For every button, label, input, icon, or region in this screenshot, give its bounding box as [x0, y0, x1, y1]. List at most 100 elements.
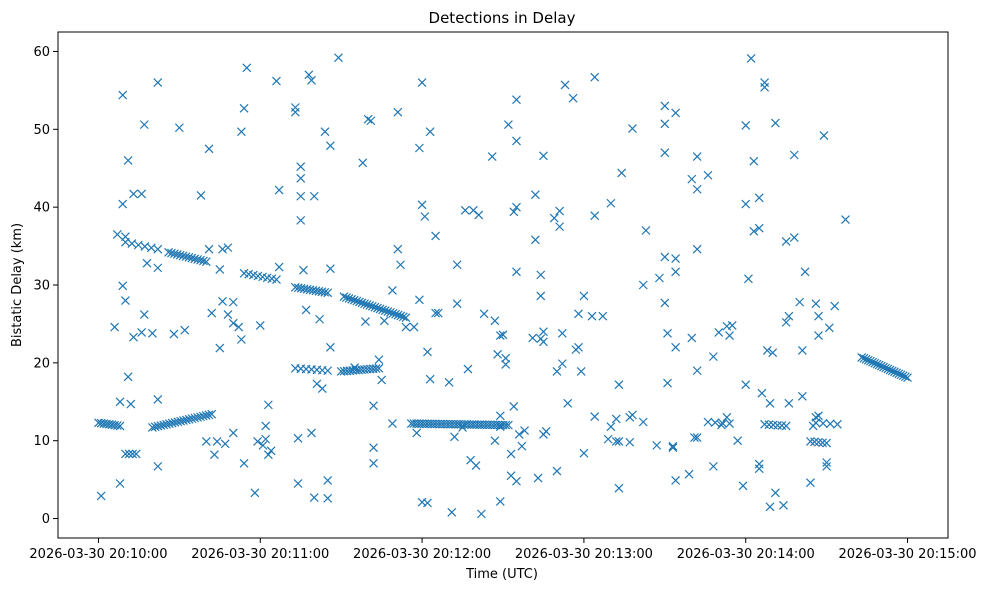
detection-marker	[754, 223, 764, 233]
detection-marker	[870, 358, 880, 368]
marker-stroke	[290, 107, 300, 117]
marker-stroke	[223, 243, 233, 253]
detection-marker	[184, 414, 194, 424]
marker-stroke	[892, 368, 902, 378]
marker-stroke	[552, 466, 562, 476]
detection-marker	[652, 440, 662, 450]
marker-stroke	[495, 411, 505, 421]
detection-marker	[660, 298, 670, 308]
detection-marker	[818, 438, 828, 448]
detection-marker	[414, 295, 424, 305]
detection-marker	[671, 108, 681, 118]
marker-stroke	[236, 127, 246, 137]
detection-marker	[120, 232, 130, 242]
detection-marker	[471, 461, 481, 471]
marker-stroke	[347, 294, 357, 304]
detection-marker	[412, 428, 422, 438]
marker-stroke	[215, 343, 225, 353]
marker-stroke	[236, 335, 246, 344]
marker-stroke	[660, 101, 670, 111]
y-ticks: 0 10 20 30 40 50 60	[33, 45, 58, 527]
detection-marker	[603, 434, 613, 444]
marker-stroke	[574, 309, 583, 319]
detection-marker	[533, 473, 543, 483]
detection-marker	[366, 116, 376, 126]
detection-marker	[614, 483, 624, 493]
detection-marker	[692, 433, 702, 443]
marker-stroke	[204, 410, 214, 420]
marker-stroke	[749, 226, 759, 236]
detection-marker	[692, 244, 702, 254]
detection-marker	[501, 359, 511, 369]
marker-stroke	[795, 297, 805, 307]
marker-stroke	[768, 420, 778, 430]
marker-stroke	[557, 359, 567, 369]
marker-stroke	[479, 309, 489, 319]
marker-stroke	[881, 363, 891, 373]
detection-marker	[126, 399, 136, 409]
marker-stroke	[204, 144, 214, 154]
detection-marker	[819, 131, 829, 140]
detection-marker	[307, 75, 316, 85]
detection-marker	[307, 428, 316, 438]
detection-marker	[129, 189, 138, 199]
marker-stroke	[374, 363, 384, 373]
detection-marker	[263, 400, 273, 410]
marker-stroke	[207, 409, 217, 419]
detection-marker	[606, 422, 616, 432]
marker-stroke	[781, 421, 791, 431]
detection-marker	[868, 357, 878, 367]
marker-stroke	[357, 298, 367, 308]
marker-stroke	[814, 331, 823, 341]
detection-marker	[179, 416, 188, 425]
detection-marker	[293, 433, 303, 443]
marker-stroke	[810, 437, 819, 447]
detection-marker	[274, 262, 284, 272]
marker-stroke	[450, 432, 459, 442]
y-tick-label: 10	[33, 434, 50, 449]
detection-marker	[209, 450, 219, 460]
marker-stroke	[349, 295, 359, 305]
detection-marker	[223, 243, 233, 253]
marker-stroke	[614, 437, 624, 446]
detection-marker	[754, 459, 764, 469]
detection-marker	[560, 80, 570, 90]
marker-stroke	[323, 493, 333, 503]
detection-marker	[687, 174, 697, 184]
y-axis-label: Bistatic Delay (km)	[10, 223, 25, 347]
marker-stroke	[471, 461, 481, 471]
detection-marker	[479, 309, 489, 319]
detection-marker	[164, 247, 174, 257]
detection-marker	[876, 361, 886, 371]
marker-stroke	[196, 255, 205, 265]
detection-marker	[253, 437, 263, 446]
marker-stroke	[118, 281, 128, 291]
marker-stroke	[179, 416, 188, 425]
detection-marker	[703, 417, 713, 427]
marker-stroke	[228, 297, 238, 307]
detection-marker	[115, 421, 125, 431]
detection-marker	[789, 233, 799, 242]
marker-stroke	[323, 366, 333, 376]
detection-marker	[266, 446, 276, 456]
marker-stroke	[563, 398, 573, 408]
detection-marker	[425, 374, 435, 384]
marker-stroke	[590, 211, 600, 221]
detection-marker	[236, 127, 246, 137]
marker-stroke	[357, 365, 366, 375]
marker-stroke	[169, 329, 179, 339]
marker-stroke	[396, 311, 406, 321]
detection-marker	[123, 156, 133, 165]
marker-stroke	[339, 292, 349, 302]
marker-stroke	[754, 459, 764, 469]
detection-marker	[373, 303, 382, 313]
marker-stroke	[822, 458, 832, 467]
detection-marker	[334, 53, 343, 63]
marker-stroke	[212, 437, 222, 446]
detection-marker	[375, 304, 385, 314]
marker-stroke	[819, 131, 829, 140]
marker-stroke	[181, 415, 191, 425]
marker-stroke	[199, 256, 208, 266]
detection-marker	[514, 430, 524, 439]
detection-marker	[617, 168, 627, 178]
